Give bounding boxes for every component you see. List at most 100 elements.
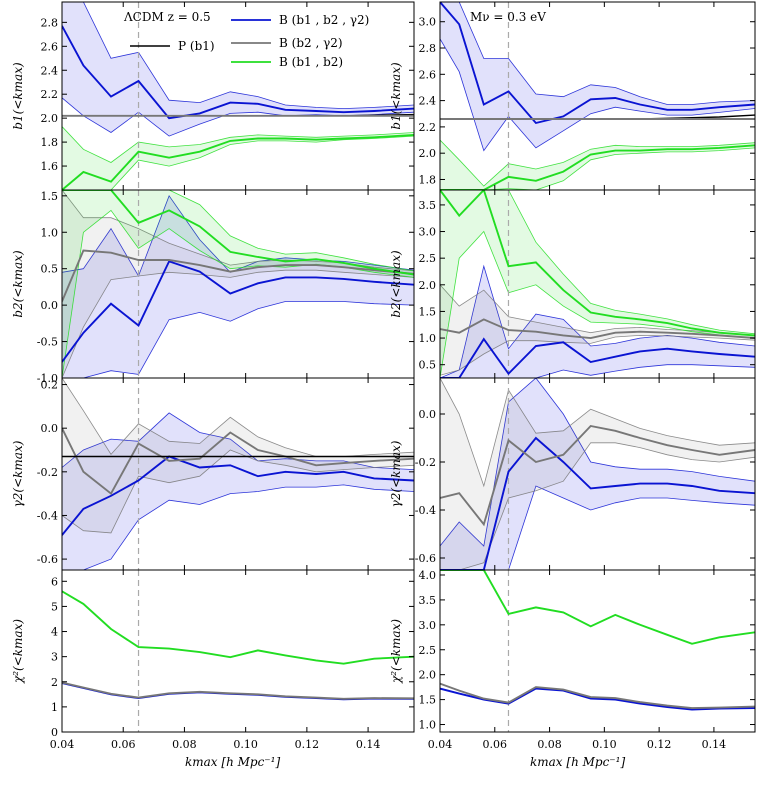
x-tick-label: 0.08 <box>537 738 562 751</box>
y-tick-label: 2.8 <box>41 16 59 29</box>
band-blue <box>62 2 414 137</box>
y-tick-label: 0.0 <box>41 422 59 435</box>
x-tick-label: 0.14 <box>356 738 381 751</box>
panel-chi2-mnu: 1.0 1.5 2.0 2.5 3.0 3.5 4.0 0.04 0.06 0.08 0.10 0.1… <box>389 569 756 751</box>
band-blue <box>62 412 414 570</box>
y-tick-label: -0.2 <box>37 466 58 479</box>
panel-b1-mnu: 1.8 2.0 2.2 2.4 2.6 2.8 3.0 b1(<kmax) <box>389 1 756 191</box>
y-tick-label: 2.6 <box>419 68 437 81</box>
y-axis-label: γ2(<kmax) <box>11 440 25 507</box>
annotation-lcdm: ΛCDM z = 0.5 <box>123 10 211 24</box>
legend-label-b-b1b2g2: B (b1 , b2 , γ2) <box>279 13 369 27</box>
band-edge-green-upper <box>62 190 414 272</box>
x-tick-label: 0.12 <box>295 738 320 751</box>
legend-label-b-b2g2: B (b2 , γ2) <box>279 36 343 50</box>
series-line-green <box>62 190 414 276</box>
x-tick-label: 0.04 <box>428 738 453 751</box>
band-edge-green-upper <box>62 126 414 163</box>
series-line-green <box>62 133 414 190</box>
y-tick-label: 2.8 <box>419 42 437 55</box>
y-tick-label: -0.6 <box>37 553 58 566</box>
series-line-gray <box>440 424 755 527</box>
band-gray <box>440 378 755 570</box>
y-tick-label: -0.6 <box>415 552 436 565</box>
band-edge-gray-lower <box>440 334 755 376</box>
band-edge-green-lower <box>62 135 414 190</box>
band-blue <box>440 2 755 151</box>
series-line-blue <box>62 455 414 536</box>
series-line-gray <box>62 681 414 700</box>
y-tick-label: 2.5 <box>419 644 437 657</box>
x-tick-label: 0.12 <box>647 738 672 751</box>
x-axis-label-left: kmax [h Mpc⁻¹] <box>185 755 280 769</box>
y-tick-label: 1.6 <box>41 160 59 173</box>
x-tick-label: 0.10 <box>592 738 617 751</box>
panel-b2-lcdm: -1.0 -0.5 0.0 0.5 1.0 1.5 b2(<kmax) <box>11 189 415 385</box>
series-line-blue <box>440 337 755 378</box>
plot-area <box>62 378 414 570</box>
band-edge-blue-upper <box>440 264 755 378</box>
plot-area <box>62 570 414 732</box>
series-line-blue <box>440 436 755 570</box>
panel-g2-mnu: -0.6 -0.4 -0.2 0.0 γ2(<kmax) <box>389 377 756 571</box>
legend-label-p-b1: P (b1) <box>178 39 215 53</box>
y-tick-label: -0.5 <box>37 336 58 349</box>
band-edge-blue-lower <box>440 38 755 152</box>
x-axis-label-right: kmax [h Mpc⁻¹] <box>530 755 625 769</box>
band-edge-blue-upper <box>440 378 755 547</box>
y-tick-label: 5 <box>51 600 58 613</box>
y-axis-label: b1(<kmax) <box>11 62 25 130</box>
band-green <box>62 190 414 378</box>
y-tick-label: 1.0 <box>419 719 437 732</box>
plot-area <box>440 190 755 378</box>
y-axis-label: γ2(<kmax) <box>389 440 403 507</box>
band-edge-blue-lower <box>440 485 755 570</box>
y-tick-label: 1.8 <box>41 136 59 149</box>
series-line-green <box>62 590 414 665</box>
y-tick-label: -0.4 <box>37 509 58 522</box>
y-tick-label: 3.0 <box>419 226 437 239</box>
band-gray <box>440 284 755 376</box>
y-axis-label: χ²(<kmax) <box>11 619 25 684</box>
x-tick-label: 0.08 <box>172 738 197 751</box>
y-tick-label: 4 <box>51 626 58 639</box>
band-edge-gray-lower <box>62 269 414 378</box>
band-edge-blue-lower <box>440 364 755 378</box>
y-tick-label: 1.0 <box>419 332 437 345</box>
series-line-blue <box>62 260 414 363</box>
y-tick-label: 2.4 <box>419 95 437 108</box>
band-blue <box>62 195 414 378</box>
y-tick-label: 0.0 <box>419 408 437 421</box>
legend-label-b-b1b2: B (b1 , b2) <box>279 55 343 69</box>
y-tick-label: 2.6 <box>41 40 59 53</box>
x-tick-label: 0.10 <box>233 738 258 751</box>
band-edge-blue-lower <box>62 484 414 570</box>
panel-b1-lcdm: 1.6 1.8 2.0 2.2 2.4 2.6 2.8 b1(<kmax) <box>11 1 415 191</box>
band-edge-gray-upper <box>440 284 755 337</box>
y-axis-label: b2(<kmax) <box>11 250 25 318</box>
y-tick-label: 1.8 <box>419 173 437 186</box>
y-tick-label: 2.0 <box>41 112 59 125</box>
y-tick-label: -0.2 <box>415 456 436 469</box>
plot-area <box>62 2 414 190</box>
series-line-gray <box>62 249 414 302</box>
plot-area <box>440 570 755 732</box>
plot-area <box>62 190 414 378</box>
y-tick-label: 3.5 <box>419 199 437 212</box>
y-tick-label: 2.2 <box>419 121 437 134</box>
band-edge-blue-lower <box>62 301 414 378</box>
y-tick-label: -0.4 <box>415 504 436 517</box>
panel-g2-lcdm: -0.6 -0.4 -0.2 0.0 0.2 γ2(<kmax) <box>11 377 415 571</box>
band-edge-gray-lower <box>440 442 755 570</box>
y-tick-label: -1.0 <box>37 372 58 385</box>
y-tick-label: 1.5 <box>419 305 437 318</box>
series-line-green <box>440 144 755 190</box>
y-tick-label: 0.2 <box>41 379 59 392</box>
y-tick-label: 2.5 <box>419 252 437 265</box>
plot-area <box>440 2 755 190</box>
y-tick-label: 2 <box>51 676 58 689</box>
panel-frame <box>439 569 756 733</box>
series-line-gray <box>440 682 755 710</box>
x-tick-label: 0.04 <box>50 738 75 751</box>
